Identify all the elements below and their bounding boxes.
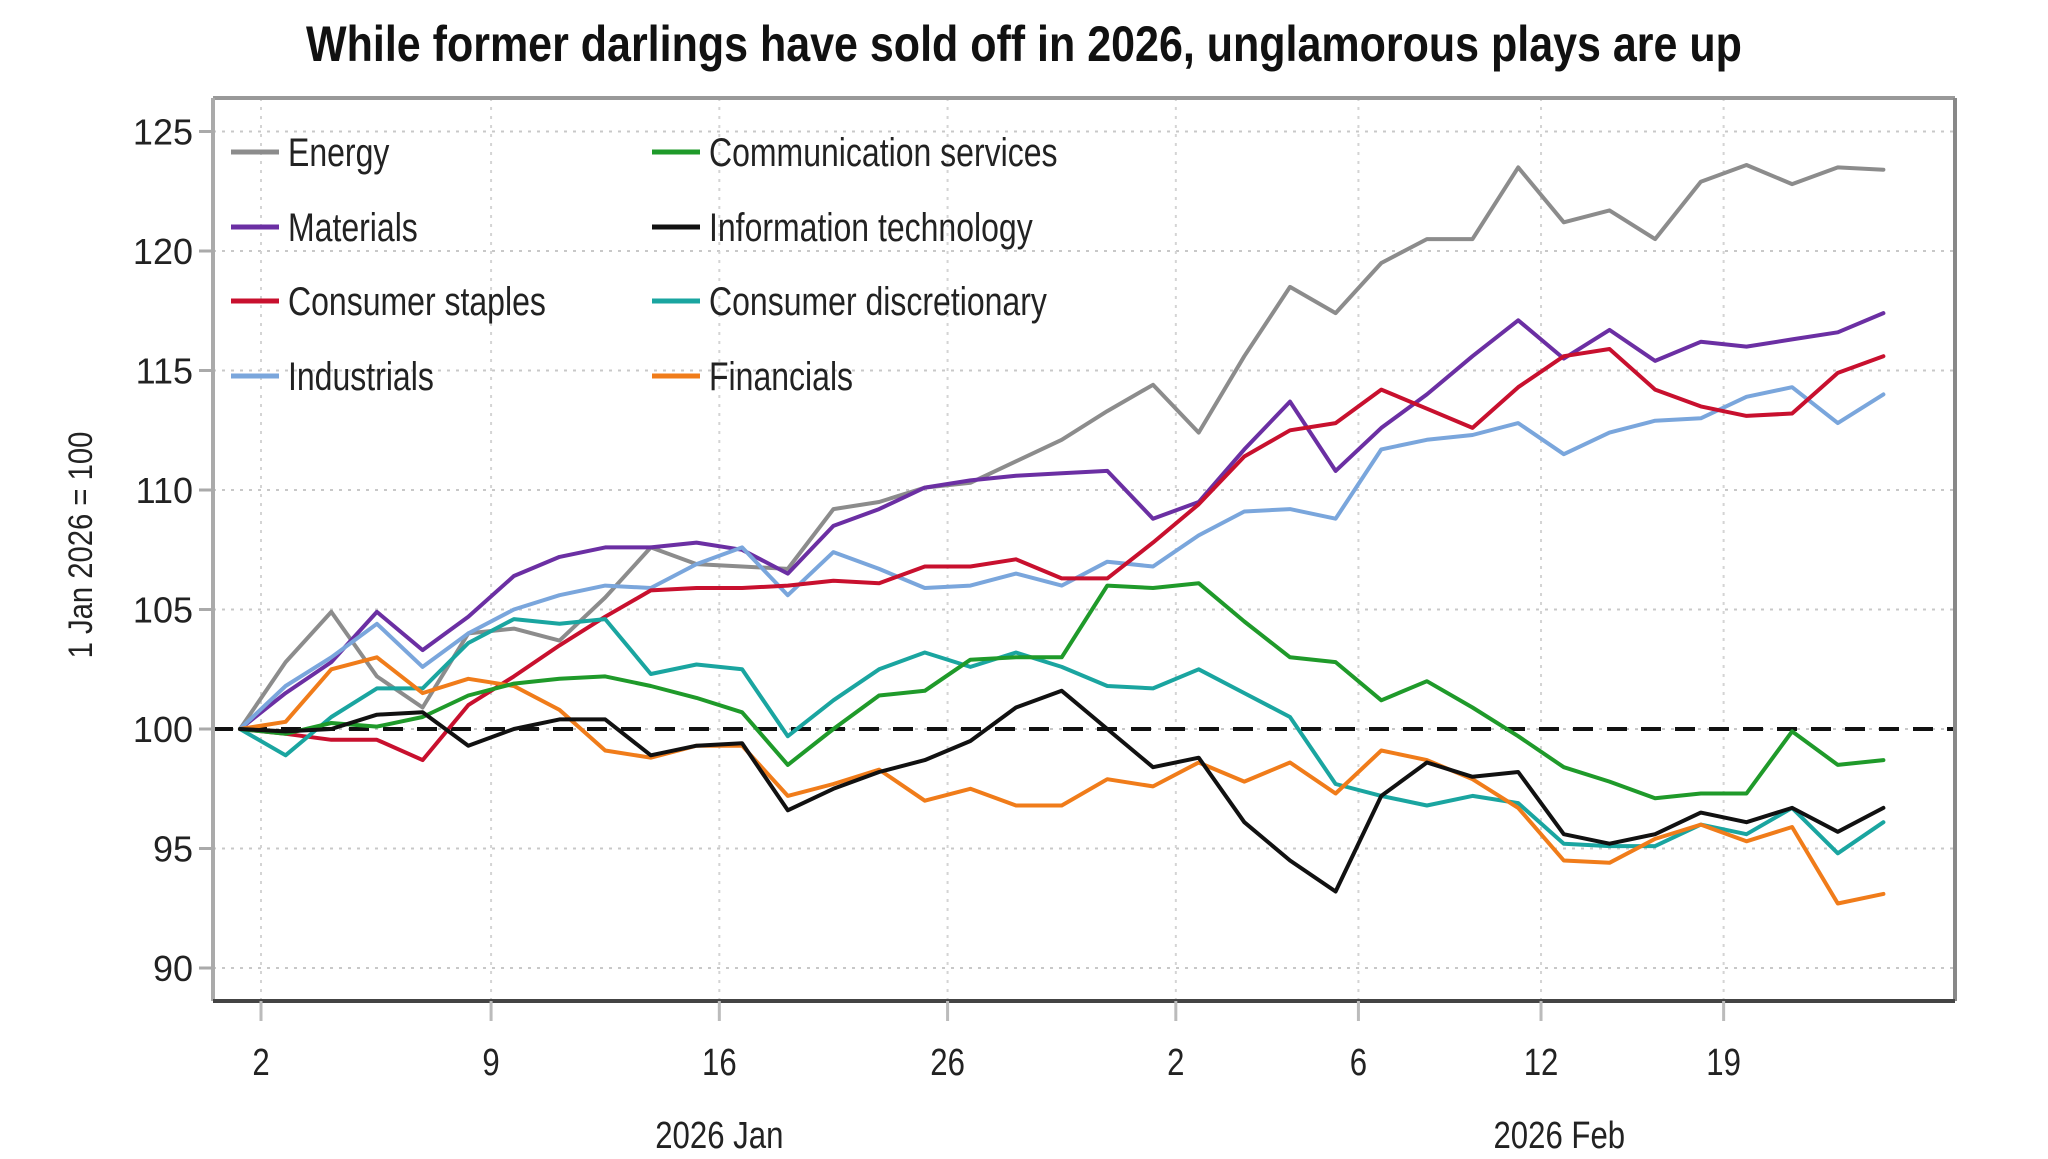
- y-axis: 90 95 100 105 110 115 120 125: [133, 112, 213, 989]
- series-line-information-technology: [238, 688, 1886, 894]
- x-tick-label: 16: [702, 1042, 737, 1084]
- x-tick-label: 19: [1706, 1042, 1741, 1084]
- x-tick-label: 26: [930, 1042, 965, 1084]
- x-tick-label: 6: [1350, 1042, 1367, 1084]
- legend-label: Energy: [288, 130, 390, 175]
- x-tick-label: 2: [252, 1042, 269, 1084]
- plot-frame: [211, 96, 1957, 1003]
- legend-item: Communication services: [652, 130, 1058, 175]
- legend-item: Information technology: [652, 205, 1034, 250]
- legend-item: Consumer staples: [231, 279, 546, 324]
- series-line-financials: [238, 655, 1886, 906]
- x-tick-label: 12: [1524, 1042, 1559, 1084]
- legend: Energy Communication services Materials Inf…: [231, 130, 1058, 399]
- y-tick-label: 120: [133, 231, 193, 272]
- series-line-communication-services: [238, 581, 1886, 801]
- legend-label: Materials: [288, 205, 418, 250]
- y-tick-label: 105: [133, 590, 193, 631]
- legend-item: Financials: [652, 354, 853, 399]
- legend-label: Consumer discretionary: [709, 279, 1048, 324]
- series-line-industrials: [238, 385, 1886, 731]
- y-tick-label: 115: [136, 351, 193, 392]
- y-tick-label: 110: [136, 470, 193, 511]
- chart-title: While former darlings have sold off in 2…: [306, 16, 1742, 72]
- x-month-label: 2026 Feb: [1493, 1115, 1625, 1157]
- legend-item: Consumer discretionary: [652, 279, 1048, 324]
- series-lines: [238, 163, 1886, 906]
- legend-item: Industrials: [231, 354, 434, 399]
- gridlines: [213, 98, 1955, 1001]
- series-line-consumer-discretionary: [238, 617, 1886, 856]
- legend-label: Information technology: [709, 205, 1034, 250]
- series-line-materials: [238, 311, 1886, 731]
- y-axis-title: 1 Jan 2026 = 100: [61, 432, 100, 659]
- legend-label: Consumer staples: [288, 279, 546, 324]
- legend-label: Communication services: [709, 130, 1058, 175]
- x-tick-label: 2: [1167, 1042, 1184, 1084]
- y-tick-label: 100: [133, 709, 193, 750]
- legend-item: Materials: [231, 205, 418, 250]
- y-tick-label: 95: [153, 829, 193, 870]
- x-month-label: 2026 Jan: [655, 1115, 783, 1157]
- y-tick-label: 125: [133, 112, 193, 153]
- series-line-consumer-staples: [238, 347, 1886, 763]
- series-line-energy: [238, 163, 1886, 731]
- legend-label: Industrials: [288, 354, 434, 399]
- legend-item: Energy: [231, 130, 390, 175]
- y-tick-label: 90: [153, 948, 193, 989]
- legend-label: Financials: [709, 354, 853, 399]
- x-tick-label: 9: [482, 1042, 499, 1084]
